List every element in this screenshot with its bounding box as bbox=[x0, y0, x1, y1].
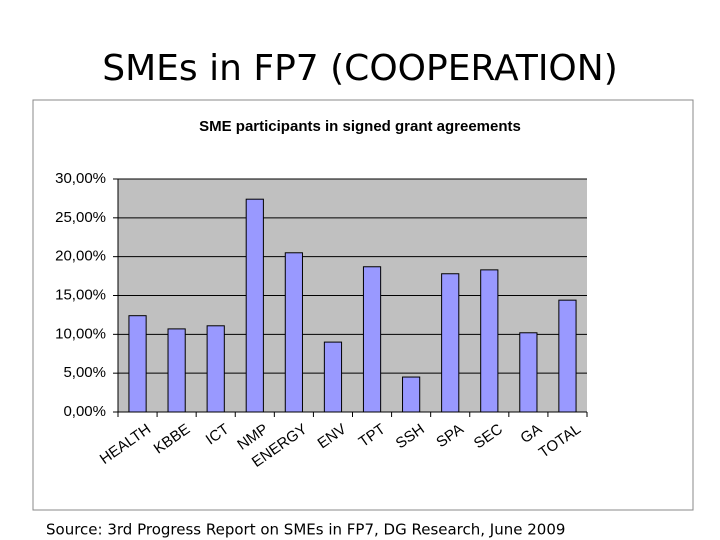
y-tick-label: 15,00% bbox=[55, 286, 106, 303]
y-tick-label: 25,00% bbox=[55, 209, 106, 226]
source-note: Source: 3rd Progress Report on SMEs in F… bbox=[46, 521, 565, 539]
bar bbox=[558, 299, 577, 413]
bar bbox=[245, 198, 264, 413]
y-tick-label: 10,00% bbox=[55, 325, 106, 342]
y-tick-label: 30,00% bbox=[55, 170, 106, 187]
bar bbox=[441, 273, 460, 413]
bar bbox=[128, 315, 147, 413]
bar bbox=[519, 332, 538, 413]
slide-title: SMEs in FP7 (COOPERATION) bbox=[102, 48, 618, 89]
bar bbox=[167, 328, 186, 413]
y-tick-label: 0,00% bbox=[63, 403, 106, 420]
chart-title: SME participants in signed grant agreeme… bbox=[199, 118, 521, 135]
bar bbox=[206, 325, 225, 413]
y-tick-label: 5,00% bbox=[63, 364, 106, 381]
bar bbox=[284, 252, 303, 413]
bar bbox=[402, 376, 421, 413]
bar bbox=[480, 269, 499, 413]
y-tick-label: 20,00% bbox=[55, 248, 106, 265]
bar bbox=[362, 266, 382, 413]
bar bbox=[323, 341, 343, 413]
